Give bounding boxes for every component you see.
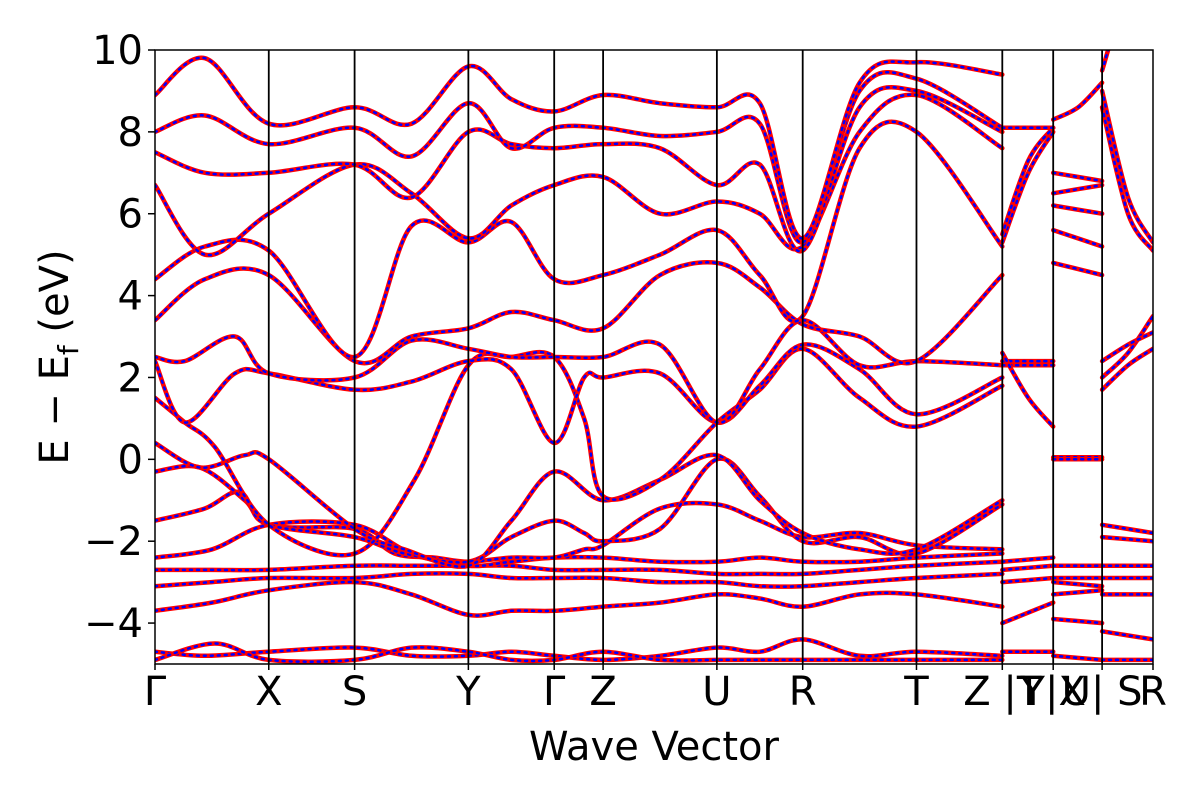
- x-tick-label: R: [1139, 669, 1167, 715]
- y-tick-label: −2: [84, 519, 143, 565]
- band-line-comparison-26: [1001, 576, 1055, 584]
- band-line-comparison-10: [155, 261, 1004, 365]
- band-line-comparison-49: [1100, 523, 1153, 535]
- band-line-comparison-36: [1051, 81, 1104, 121]
- x-tick-label: Γ: [543, 669, 566, 715]
- band-line-comparison-21: [1001, 130, 1055, 244]
- x-tick-label: Z |T: [963, 669, 1042, 715]
- band-line-comparison-15: [155, 56, 1004, 240]
- x-tick-label: X: [255, 669, 282, 715]
- band-line-comparison-39: [1051, 580, 1104, 588]
- y-tick-label: −4: [84, 601, 143, 647]
- x-tick-label: Γ: [144, 669, 167, 715]
- y-tick-label: 2: [118, 355, 143, 401]
- y-tick-label: 8: [118, 110, 143, 156]
- band-line-comparison-17: [155, 642, 1004, 663]
- band-line-comparison-20: [1001, 351, 1055, 428]
- y-axis-label-unit: (eV): [32, 249, 78, 345]
- y-axis-label: E − Ef (eV): [32, 249, 85, 464]
- band-line-comparison-47: [1100, 89, 1153, 244]
- band-line-comparison-45: [1100, 331, 1153, 363]
- y-axis-label-main: E − E: [32, 355, 78, 465]
- band-line-comparison-3: [155, 520, 1004, 568]
- band-line-comparison-43: [1100, 314, 1153, 379]
- band-line-comparison-12: [155, 93, 1004, 257]
- band-line-comparison-0: [155, 580, 1004, 617]
- x-tick-label: T: [903, 669, 929, 715]
- y-tick-label: 6: [118, 192, 143, 238]
- band-line-comparison-24: [1001, 556, 1055, 563]
- band-line-comparison-48: [1100, 50, 1110, 72]
- band-line-comparison-54: [1100, 630, 1153, 641]
- x-tick-label: Z: [589, 669, 616, 715]
- kpoint-lines: [267, 50, 1104, 664]
- band-line-comparison-50: [1100, 535, 1153, 543]
- band-line-comparison-27: [1001, 601, 1055, 625]
- band-line-comparison-1: [155, 572, 1004, 588]
- x-tick-label: R: [789, 669, 817, 715]
- x-tick-label: S: [342, 669, 367, 715]
- band-line-comparison-22: [1001, 126, 1055, 236]
- plot-frame: [154, 49, 1154, 665]
- y-tick-label: 4: [118, 274, 143, 320]
- x-tick-label: U| S: [1062, 669, 1143, 715]
- x-axis-label: Wave Vector: [529, 724, 780, 770]
- x-tick-label: Y|X: [1020, 669, 1086, 715]
- band-line-comparison-33: [1051, 204, 1104, 215]
- band-line-comparison-31: [1051, 261, 1104, 277]
- band-line-comparison-25: [1001, 564, 1055, 572]
- band-line-comparison-35: [1051, 171, 1104, 183]
- band-line-comparison-42: [1051, 654, 1104, 662]
- x-tick-label: U: [702, 669, 731, 715]
- band-line-comparison-9: [155, 318, 1004, 424]
- x-tick-label: Y: [455, 669, 481, 715]
- band-line-comparison-7: [155, 347, 1004, 557]
- band-line-comparison-41: [1051, 617, 1104, 625]
- band-line-comparison-46: [1100, 106, 1153, 252]
- band-line-comparison-44: [1100, 347, 1153, 391]
- y-axis: 10 8 6 4 2 0 −2 −4: [84, 28, 155, 647]
- y-tick-label: 0: [118, 437, 143, 483]
- band-line-comparison-5: [155, 457, 1004, 564]
- y-tick-label: 10: [92, 28, 143, 74]
- band-line-comparison-40: [1051, 589, 1104, 596]
- band-line-comparison-34: [1051, 183, 1104, 195]
- band-line-comparison-11: [155, 120, 1004, 359]
- band-line-comparison-2: [155, 560, 1004, 576]
- band-line-comparison-32: [1051, 228, 1104, 248]
- y-axis-label-subscript: f: [52, 344, 85, 355]
